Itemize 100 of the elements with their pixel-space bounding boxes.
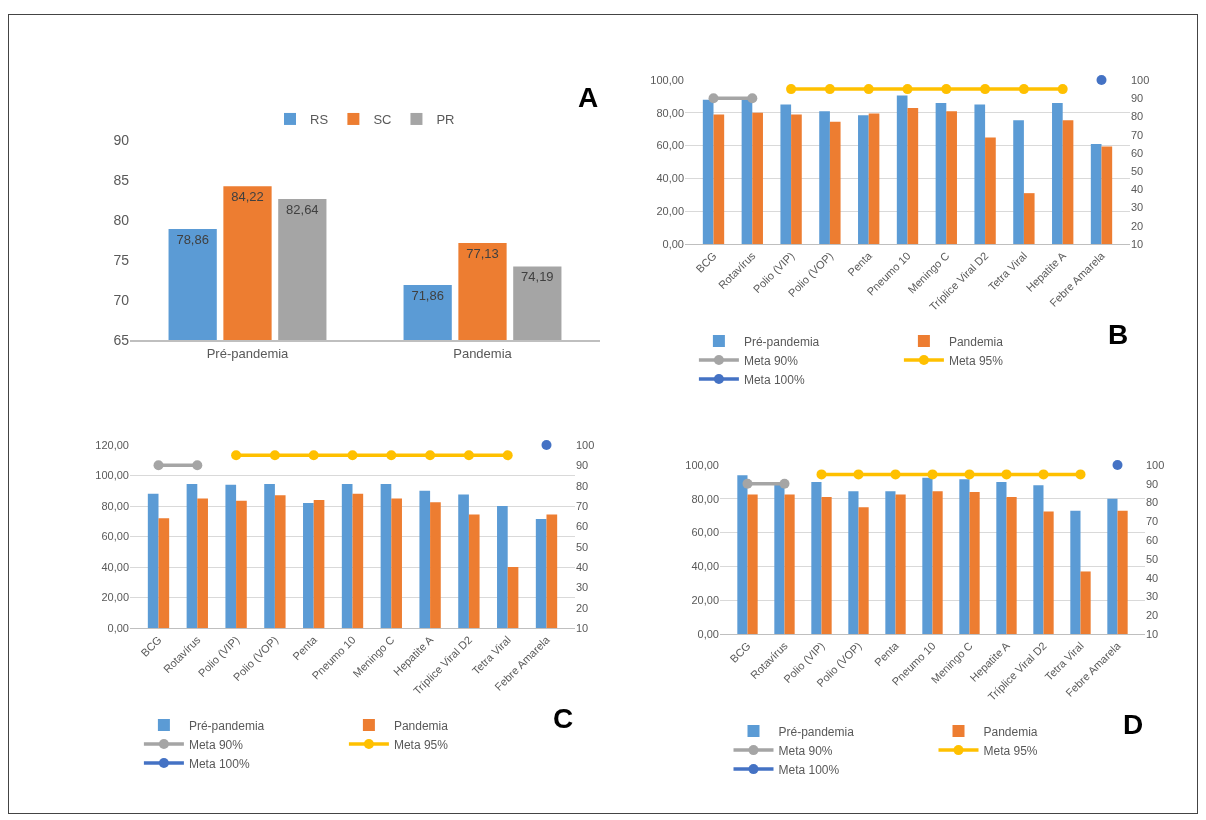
legend-label: Meta 90% — [743, 353, 799, 368]
bar — [468, 514, 480, 628]
point — [541, 440, 552, 450]
point — [463, 450, 474, 461]
y-tick-label: 60,00 — [656, 139, 684, 152]
point — [1018, 84, 1029, 95]
bar — [780, 104, 792, 244]
point — [824, 84, 835, 95]
point — [964, 469, 975, 480]
point — [980, 84, 991, 95]
text: B — [1108, 319, 1129, 350]
bar — [507, 567, 519, 628]
y-tick-label: 100,00 — [685, 458, 719, 471]
point — [1075, 469, 1086, 480]
legend-label: Pré-pandemia — [188, 718, 265, 733]
bar — [1033, 485, 1044, 634]
y2-tick-label: 50 — [1131, 164, 1144, 177]
bar — [1013, 120, 1024, 244]
bar — [391, 498, 402, 628]
legend-label: Meta 95% — [948, 353, 1004, 368]
legend-label: Meta 95% — [983, 743, 1038, 758]
y-tick-label: 0,00 — [662, 237, 684, 250]
legend-label: PR — [436, 112, 455, 128]
legend-label: Meta 100% — [743, 372, 805, 387]
bar — [946, 111, 957, 244]
bar — [1043, 511, 1054, 634]
y-tick-label: 85 — [113, 171, 130, 188]
point — [1096, 75, 1107, 85]
y-tick-label: 20,00 — [656, 205, 684, 218]
y-tick-label: 70 — [113, 291, 130, 308]
point — [863, 84, 874, 95]
legend-label: Meta 100% — [188, 756, 250, 771]
bar — [935, 102, 947, 244]
point — [347, 450, 358, 461]
bar — [1052, 102, 1063, 244]
bar — [829, 121, 841, 244]
point — [779, 478, 790, 489]
bar — [197, 498, 208, 628]
y-tick-label: 0,00 — [697, 627, 719, 640]
y-tick-label: 80,00 — [101, 499, 129, 512]
bar — [907, 107, 919, 244]
bar — [737, 475, 748, 634]
point — [890, 469, 901, 480]
y-tick-label: 0,00 — [107, 621, 129, 634]
y-tick-label: 20,00 — [691, 594, 719, 607]
bar — [186, 483, 198, 628]
bar — [922, 477, 933, 634]
legend-label: SC — [373, 112, 392, 128]
text: A — [578, 82, 599, 113]
bar — [752, 112, 763, 244]
point — [902, 84, 913, 95]
bar — [932, 491, 943, 634]
y-tick-label: 60,00 — [691, 526, 719, 539]
y2-tick-label: 100 — [1131, 73, 1150, 86]
bar — [858, 115, 869, 244]
point — [708, 93, 719, 104]
bar — [702, 99, 714, 244]
point — [786, 84, 797, 95]
legend-label: Pandemia — [983, 724, 1038, 739]
bar — [1023, 193, 1035, 244]
y2-tick-label: 70 — [1131, 128, 1144, 141]
y-tick-label: 90 — [113, 131, 130, 148]
y2-tick-label: 80 — [1146, 496, 1159, 509]
point — [386, 450, 397, 461]
bar — [352, 493, 364, 628]
bar — [974, 104, 986, 244]
text: C — [553, 703, 574, 734]
y2-tick-label: 10 — [576, 621, 589, 634]
data-label: 77,13 — [466, 245, 499, 261]
bar — [896, 95, 908, 244]
y2-tick-label: 20 — [1131, 219, 1144, 232]
y-tick-label: 80,00 — [691, 492, 719, 505]
legend-label: Pré-pandemia — [743, 334, 820, 349]
point — [742, 478, 753, 489]
y2-tick-label: 90 — [576, 459, 589, 472]
legend-label: Meta 95% — [393, 737, 449, 752]
bar — [821, 497, 832, 634]
y-tick-label: 80 — [113, 211, 130, 228]
y2-tick-label: 40 — [1131, 183, 1144, 196]
y2-tick-label: 70 — [576, 499, 589, 512]
data-label: 78,86 — [176, 232, 209, 248]
y2-tick-label: 20 — [1146, 609, 1159, 622]
legend-label: Meta 100% — [778, 762, 840, 777]
bar — [236, 500, 247, 628]
y2-tick-label: 90 — [1131, 92, 1144, 105]
point — [269, 450, 280, 461]
bar — [969, 492, 980, 634]
bar — [430, 502, 441, 628]
y2-tick-label: 30 — [1131, 201, 1144, 214]
data-label: 74,19 — [521, 269, 554, 285]
bar — [895, 494, 906, 634]
point — [231, 450, 242, 461]
bar — [303, 502, 314, 628]
bar — [1070, 510, 1081, 634]
bar — [158, 518, 170, 628]
bar — [1090, 143, 1102, 244]
point — [747, 93, 758, 104]
bar — [858, 507, 869, 634]
bar — [741, 99, 753, 244]
data-label: 84,22 — [231, 189, 264, 205]
